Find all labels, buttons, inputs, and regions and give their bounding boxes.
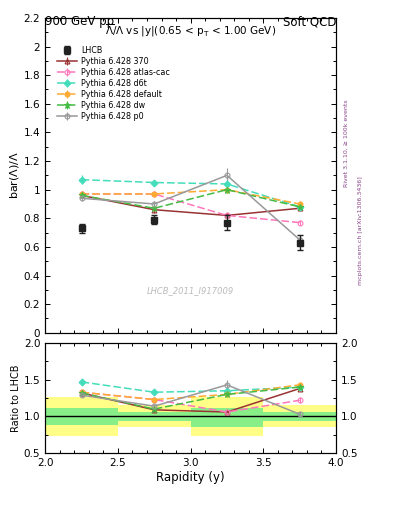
Y-axis label: bar($\Lambda$)/$\Lambda$: bar($\Lambda$)/$\Lambda$ <box>8 152 21 199</box>
Text: mcplots.cern.ch [arXiv:1306.3436]: mcplots.cern.ch [arXiv:1306.3436] <box>358 176 363 285</box>
Text: 900 GeV pp: 900 GeV pp <box>45 15 114 28</box>
Y-axis label: Ratio to LHCB: Ratio to LHCB <box>11 365 21 432</box>
Text: LHCB_2011_I917009: LHCB_2011_I917009 <box>147 286 234 295</box>
Legend: LHCB, Pythia 6.428 370, Pythia 6.428 atlas-cac, Pythia 6.428 d6t, Pythia 6.428 d: LHCB, Pythia 6.428 370, Pythia 6.428 atl… <box>55 44 171 122</box>
Text: Rivet 3.1.10, ≥ 100k events: Rivet 3.1.10, ≥ 100k events <box>344 99 349 187</box>
Text: $\overline{\Lambda}/\Lambda$ vs |y|(0.65 < p$_\mathrm{T}$ < 1.00 GeV): $\overline{\Lambda}/\Lambda$ vs |y|(0.65… <box>105 23 276 39</box>
X-axis label: Rapidity (y): Rapidity (y) <box>156 471 225 484</box>
Text: Soft QCD: Soft QCD <box>283 15 336 28</box>
